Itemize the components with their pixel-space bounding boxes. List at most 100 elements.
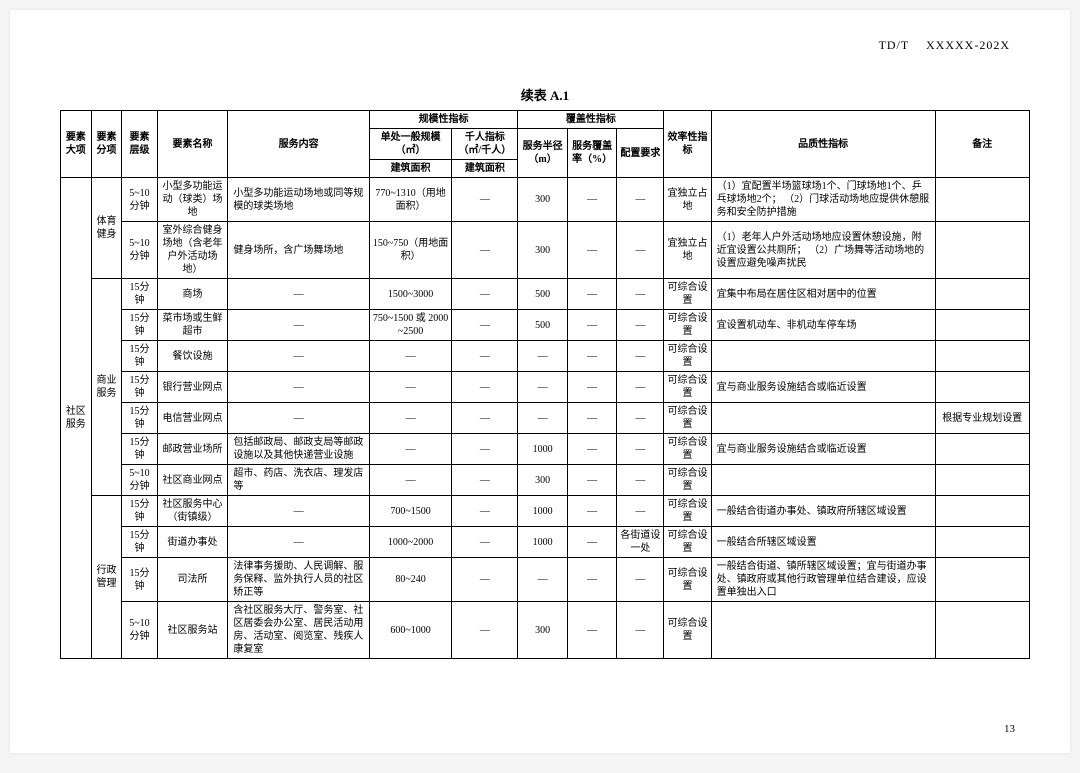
cell-radius: 500 [518, 310, 568, 341]
table-row: 5~10分钟 社区服务站 含社区服务大厅、警务室、社区居委会办公室、居民活动用房… [61, 602, 1030, 659]
cell-eff: 可综合设置 [664, 465, 711, 496]
cell-radius: — [518, 403, 568, 434]
cell-level: 15分钟 [122, 310, 157, 341]
cell-eff: 可综合设置 [664, 602, 711, 659]
cell-eff: 可综合设置 [664, 403, 711, 434]
cell-major: 社区服务 [61, 178, 92, 659]
cell-service: — [228, 310, 369, 341]
cell-service: 包括邮政局、邮政支局等邮政设施以及其他快递营业设施 [228, 434, 369, 465]
cell-quality: （1）老年人户外活动场地应设置休憩设施，附近宜设置公共厕所； （2）广场舞等活动… [711, 222, 935, 279]
document-page: TD/T XXXXX-202X 13 续表 A.1 要素大项 要素分项 要素层级… [10, 10, 1070, 753]
cell-note [935, 602, 1029, 659]
cell-qk: — [452, 178, 518, 222]
cell-quality [711, 403, 935, 434]
cell-level: 15分钟 [122, 527, 157, 558]
cell-service: — [228, 496, 369, 527]
cell-radius: 300 [518, 178, 568, 222]
table-title: 续表 A.1 [60, 85, 1030, 104]
cell-service: 超市、药店、洗衣店、理发店等 [228, 465, 369, 496]
cell-service: 小型多功能运动场地或同等规模的球类场地 [228, 178, 369, 222]
cell-scale: 770~1310（用地面积） [369, 178, 452, 222]
cell-note [935, 558, 1029, 602]
cell-scale: 1500~3000 [369, 279, 452, 310]
cell-cfg: — [617, 178, 664, 222]
cell-quality [711, 602, 935, 659]
cell-level: 5~10分钟 [122, 222, 157, 279]
cell-scale: 600~1000 [369, 602, 452, 659]
hdr-unit-scale-sub: 建筑面积 [369, 160, 452, 178]
table-row: 15分钟 菜市场或生鲜超市 — 750~1500 或 2000~2500 — 5… [61, 310, 1030, 341]
cell-radius: 1000 [518, 496, 568, 527]
hdr-name: 要素名称 [157, 111, 228, 178]
hdr-scale-group: 规模性指标 [369, 111, 518, 129]
cell-qk: — [452, 434, 518, 465]
cell-name: 社区服务中心（街镇级） [157, 496, 228, 527]
cell-radius: — [518, 341, 568, 372]
standards-table: 要素大项 要素分项 要素层级 要素名称 服务内容 规模性指标 覆盖性指标 效率性… [60, 110, 1030, 659]
document-id: TD/T XXXXX-202X [879, 38, 1010, 53]
cell-name: 邮政营业场所 [157, 434, 228, 465]
cell-scale: — [369, 434, 452, 465]
cell-radius: — [518, 558, 568, 602]
cell-cov: — [567, 279, 617, 310]
hdr-radius: 服务半径（m） [518, 129, 568, 178]
cell-name: 餐饮设施 [157, 341, 228, 372]
cell-cov: — [567, 558, 617, 602]
cell-scale: — [369, 403, 452, 434]
cell-service: 法律事务援助、人民调解、服务保释、监外执行人员的社区矫正等 [228, 558, 369, 602]
cell-cov: — [567, 527, 617, 558]
cell-cov: — [567, 496, 617, 527]
cell-cfg: — [617, 602, 664, 659]
cell-quality: （1）宜配置半场篮球场1个、门球场地1个、乒乓球场地2个； （2）门球活动场地应… [711, 178, 935, 222]
cell-scale: 700~1500 [369, 496, 452, 527]
cell-service: — [228, 279, 369, 310]
table-row: 15分钟 司法所 法律事务援助、人民调解、服务保释、监外执行人员的社区矫正等 8… [61, 558, 1030, 602]
cell-cov: — [567, 310, 617, 341]
cell-cfg: — [617, 372, 664, 403]
hdr-unit-scale: 单处一般规模（㎡） [369, 129, 452, 160]
cell-cfg: 各街道设一处 [617, 527, 664, 558]
cell-quality: 宜与商业服务设施结合或临近设置 [711, 434, 935, 465]
table-row: 15分钟 邮政营业场所 包括邮政局、邮政支局等邮政设施以及其他快递营业设施 — … [61, 434, 1030, 465]
hdr-quality: 品质性指标 [711, 111, 935, 178]
cell-quality: 一般结合所辖区域设置 [711, 527, 935, 558]
cell-qk: — [452, 465, 518, 496]
cell-cfg: — [617, 279, 664, 310]
cell-cov: — [567, 178, 617, 222]
cell-level: 5~10分钟 [122, 602, 157, 659]
cell-eff: 可综合设置 [664, 496, 711, 527]
cell-qk: — [452, 372, 518, 403]
cell-radius: 1000 [518, 434, 568, 465]
table-row: 15分钟 街道办事处 — 1000~2000 — 1000 — 各街道设一处 可… [61, 527, 1030, 558]
cell-level: 5~10分钟 [122, 178, 157, 222]
cell-name: 街道办事处 [157, 527, 228, 558]
cell-name: 菜市场或生鲜超市 [157, 310, 228, 341]
cell-qk: — [452, 222, 518, 279]
cell-radius: — [518, 372, 568, 403]
hdr-cover-group: 覆盖性指标 [518, 111, 664, 129]
cell-cov: — [567, 602, 617, 659]
cell-qk: — [452, 527, 518, 558]
cell-service: 含社区服务大厅、警务室、社区居委会办公室、居民活动用房、活动室、阅览室、残疾人康… [228, 602, 369, 659]
cell-note [935, 465, 1029, 496]
cell-name: 小型多功能运动（球类）场地 [157, 178, 228, 222]
hdr-note: 备注 [935, 111, 1029, 178]
hdr-config: 配置要求 [617, 129, 664, 178]
cell-scale: 1000~2000 [369, 527, 452, 558]
cell-cfg: — [617, 222, 664, 279]
cell-quality: 宜集中布局在居住区相对居中的位置 [711, 279, 935, 310]
cell-level: 15分钟 [122, 558, 157, 602]
cell-qk: — [452, 496, 518, 527]
cell-eff: 可综合设置 [664, 279, 711, 310]
table-row: 5~10分钟 社区商业网点 超市、药店、洗衣店、理发店等 — — 300 — —… [61, 465, 1030, 496]
cell-name: 社区商业网点 [157, 465, 228, 496]
cell-cov: — [567, 403, 617, 434]
cell-service: — [228, 527, 369, 558]
cell-note: 根据专业规划设置 [935, 403, 1029, 434]
cell-quality: 一般结合街道、镇所辖区域设置；宜与街道办事处、镇政府或其他行政管理单位结合建设，… [711, 558, 935, 602]
cell-qk: — [452, 602, 518, 659]
cell-note [935, 496, 1029, 527]
cell-section: 体育健身 [91, 178, 122, 279]
hdr-thousand-sub: 建筑面积 [452, 160, 518, 178]
hdr-thousand: 千人指标（㎡/千人） [452, 129, 518, 160]
